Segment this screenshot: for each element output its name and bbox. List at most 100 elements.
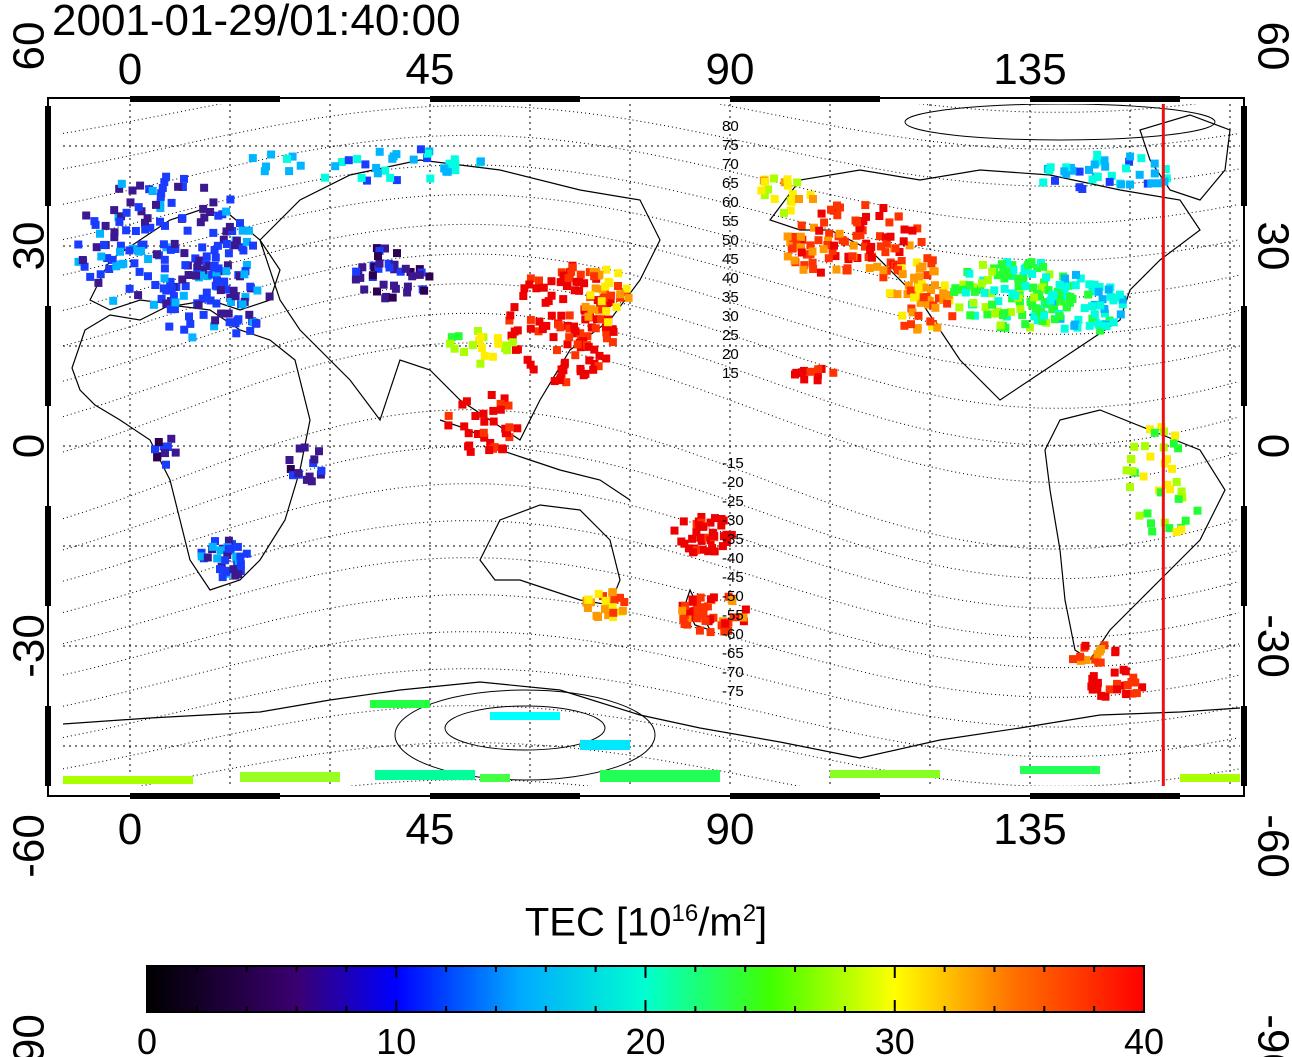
tec-cell <box>1135 170 1144 179</box>
tec-cell <box>1150 428 1159 437</box>
tec-cell <box>867 253 876 262</box>
tec-cell <box>697 513 706 521</box>
tec-cell <box>163 443 172 451</box>
tec-cell <box>496 399 505 408</box>
tec-cell <box>564 274 573 283</box>
tec-cell <box>222 207 231 216</box>
tec-cell <box>923 271 932 280</box>
mlat-label: -65 <box>722 645 744 662</box>
tec-cell <box>1039 178 1048 187</box>
tec-cell <box>624 293 633 302</box>
tec-cell <box>474 430 482 438</box>
tec-cell <box>197 271 206 280</box>
tec-cell <box>232 552 241 561</box>
tec-cell <box>816 268 825 277</box>
tec-cell <box>1075 183 1084 192</box>
tec-cell <box>1021 282 1030 291</box>
tec-cell <box>171 298 180 307</box>
tec-cell <box>468 341 477 350</box>
tec-cell <box>1084 290 1093 299</box>
tec-cell <box>262 162 270 171</box>
tec-cell <box>919 293 928 302</box>
tec-cell <box>929 267 938 276</box>
tec-cell <box>1117 681 1126 690</box>
tec-cell <box>1097 691 1106 700</box>
tec-cell <box>859 217 868 226</box>
mlat-label: 60 <box>722 194 739 211</box>
tec-cell <box>460 348 469 356</box>
tec-cell <box>717 521 726 530</box>
bottom-longitude-ticks: 04590135180-135-90-45 <box>118 805 1067 854</box>
tec-cell <box>783 232 792 241</box>
tec-cell <box>943 299 952 308</box>
tec-cell <box>961 288 970 297</box>
tec-cell <box>1093 685 1102 694</box>
tec-cell <box>940 281 949 290</box>
tec-cell <box>912 258 921 267</box>
tec-cell <box>556 278 565 287</box>
tec-cell <box>583 332 592 341</box>
tec-cell <box>174 182 183 191</box>
tec-cell <box>1016 305 1025 313</box>
tec-cell <box>288 152 297 161</box>
tec-cell <box>508 338 517 347</box>
tec-cell <box>496 405 505 414</box>
tec-cell <box>223 261 232 270</box>
tec-cell <box>152 200 160 209</box>
tec-cell <box>706 595 715 604</box>
tec-cell <box>125 246 134 255</box>
tec-cell <box>471 412 480 420</box>
tec-cell <box>157 294 166 303</box>
mlat-label: 80 <box>722 118 739 135</box>
tec-cell <box>200 213 209 222</box>
tec-cell <box>489 417 498 426</box>
tec-cell <box>898 311 907 320</box>
tec-cell <box>843 266 852 275</box>
tec-cell <box>809 265 818 273</box>
tec-cell <box>222 285 231 294</box>
tec-cell <box>711 514 719 523</box>
tec-cell <box>1147 179 1156 188</box>
tec-cell <box>302 475 311 484</box>
tec-cell <box>584 342 593 351</box>
tec-cell <box>1106 292 1115 301</box>
right-lat-tick-label: -60 <box>1248 814 1292 878</box>
tec-cell <box>1105 685 1114 694</box>
tec-cell <box>693 611 702 620</box>
tec-cell <box>74 240 83 249</box>
tec-cell <box>236 272 244 281</box>
tec-cell <box>1105 177 1114 186</box>
tec-cell <box>240 270 249 279</box>
mlat-label: -25 <box>722 493 744 510</box>
tec-cell <box>440 164 449 173</box>
tec-cell <box>594 362 603 371</box>
tec-cell <box>1068 166 1077 175</box>
tec-cell <box>1048 305 1057 314</box>
tec-cell <box>928 256 937 265</box>
tec-cell <box>1088 302 1096 311</box>
tec-cell <box>505 433 514 442</box>
tec-cell <box>1038 283 1047 292</box>
tec-cell <box>687 613 696 622</box>
tec-cell <box>525 280 534 289</box>
map-title: 2001-01-29/01:40:00 <box>52 0 461 45</box>
tec-cell <box>1060 324 1069 333</box>
tec-cell <box>1093 150 1102 159</box>
tec-cell <box>1172 528 1181 536</box>
tec-cell <box>500 394 509 403</box>
tec-cell <box>786 238 795 247</box>
tec-cell <box>831 252 840 261</box>
tec-cell <box>179 291 188 300</box>
mlat-label: 40 <box>722 270 739 287</box>
tec-cell <box>1081 641 1090 650</box>
tec-cell <box>180 325 189 334</box>
coast-north-america <box>769 169 1201 401</box>
tec-cell <box>809 223 818 232</box>
tec-cell <box>1166 485 1175 494</box>
tec-cell <box>729 613 738 622</box>
tec-cell <box>917 238 926 246</box>
tec-cell <box>447 333 456 342</box>
tec-cell <box>862 212 870 221</box>
tec-cell <box>1150 159 1159 168</box>
tec-cell <box>199 266 208 275</box>
